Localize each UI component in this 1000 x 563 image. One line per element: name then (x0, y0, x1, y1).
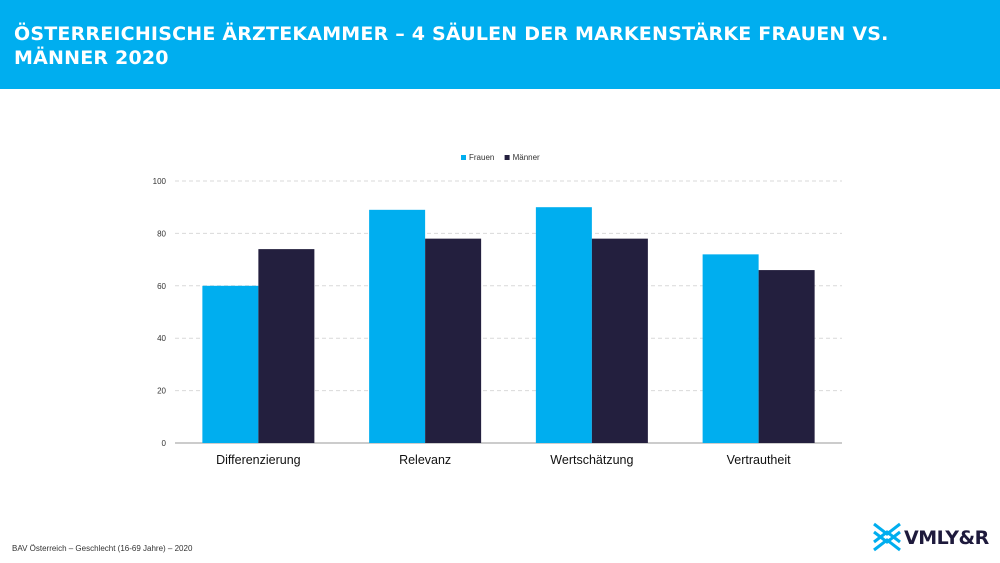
bar-mnner-4 (758, 270, 815, 443)
x-tick-label: Wertschätzung (550, 453, 633, 467)
bar-mnner-3 (591, 238, 648, 443)
legend-label: Männer (513, 153, 540, 162)
logo-text: VMLY&R (904, 527, 989, 549)
vmlyr-logo: VMLY&R (872, 520, 992, 556)
bar-frauen-1 (202, 285, 259, 443)
bar-frauen-4 (702, 254, 759, 443)
x-tick-label: Differenzierung (216, 453, 301, 467)
y-tick-label: 80 (157, 229, 166, 238)
y-tick-label: 100 (153, 177, 167, 186)
y-tick-label: 0 (162, 439, 167, 448)
bar-frauen-2 (369, 209, 426, 443)
legend-swatch (504, 155, 510, 160)
source-note: BAV Österreich – Geschlecht (16-69 Jahre… (12, 544, 193, 553)
y-tick-label: 60 (157, 282, 166, 291)
legend-swatch (461, 155, 466, 160)
y-tick-label: 40 (157, 334, 166, 343)
x-tick-label: Vertrautheit (727, 453, 791, 467)
page-title: ÖSTERREICHISCHE ÄRZTEKAMMER – 4 SÄULEN D… (14, 23, 889, 69)
header-banner: ÖSTERREICHISCHE ÄRZTEKAMMER – 4 SÄULEN D… (0, 0, 1000, 89)
legend-label: Frauen (469, 153, 494, 162)
vmlyr-logo-icon (873, 522, 901, 552)
x-tick-label: Relevanz (399, 453, 451, 467)
y-tick-label: 20 (157, 387, 166, 396)
bar-mnner-2 (425, 238, 482, 443)
bar-frauen-3 (535, 207, 592, 443)
bar-mnner-1 (258, 249, 315, 443)
